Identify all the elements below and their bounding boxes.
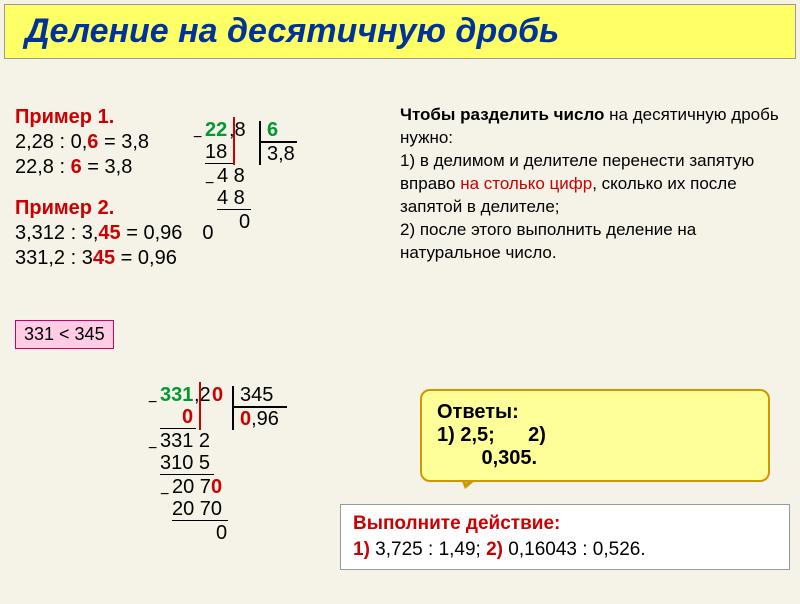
eq-red: 6 — [71, 156, 82, 178]
ans2-label: 2) — [528, 424, 546, 446]
l3x: 0 — [211, 476, 222, 498]
l3: 20 7 — [172, 476, 211, 498]
ld1-sub2: 4 8 — [217, 187, 245, 210]
ld1-vline — [259, 121, 261, 165]
task-title: Выполните действие: — [353, 513, 777, 535]
ld2-line3 — [172, 520, 228, 521]
ld1-line1 — [205, 163, 233, 164]
eq-text: = 0,96 — [121, 222, 183, 244]
ld2-l4: 20 70 — [172, 498, 222, 521]
eq-text: 331,2 : 3 — [15, 247, 93, 269]
rule-p1b: на столько цифр — [460, 174, 592, 193]
ld1-dividend-green: 22 — [205, 119, 227, 142]
minus-icon: − — [160, 486, 169, 504]
qr: ,96 — [251, 408, 279, 430]
answers-title: Ответы: — [437, 401, 753, 424]
answers-box: Ответы: 1) 2,5; 2) 0,305. — [420, 389, 770, 482]
task1: 3,725 : 1,49; — [370, 539, 486, 560]
example1-eq2: 22,8 : 6 = 3,8 — [15, 156, 385, 179]
ld2-l0: 0 — [182, 406, 193, 429]
eq-text: 3,312 : 3, — [15, 222, 98, 244]
ld2-l3: 20 70 — [172, 476, 222, 499]
ld1-dividend-rest: ,8 — [229, 119, 246, 142]
ld2-divisor: 345 — [240, 384, 273, 407]
q-a: 3 — [267, 143, 278, 165]
task1-label: 1) — [353, 539, 370, 560]
task2-label: 2) — [486, 539, 503, 560]
ld2-l1: 331 2 — [160, 430, 210, 453]
q0: 0 — [240, 408, 251, 430]
ld2-dividend-rest: ,2 — [194, 384, 211, 407]
ld1-line2 — [217, 209, 251, 210]
eq-red: 45 — [98, 222, 120, 244]
ans2: 0,305. — [481, 447, 537, 469]
ld2-dividend-green: 331 — [160, 384, 193, 407]
ld2-l2: 310 5 — [160, 452, 210, 475]
ld2-line2 — [160, 474, 214, 475]
minus-icon: − — [205, 175, 214, 193]
ld2-quotient: 0,96 — [240, 408, 279, 431]
ld2-dividend-extra: 0 — [212, 384, 223, 407]
task2: 0,16043 : 0,526. — [503, 539, 646, 560]
l5a: 0 — [216, 522, 227, 544]
ld2-comma-line — [199, 382, 201, 430]
ld1-rem: 0 — [239, 211, 250, 234]
example1-label: Пример 1. — [15, 106, 385, 129]
rule-text: Чтобы разделить число на десятичную дроб… — [400, 104, 790, 265]
ld1-divisor: 6 — [267, 119, 278, 142]
eq-text: = 3,8 — [82, 156, 133, 178]
ld2-vline — [232, 386, 234, 430]
minus-icon: − — [193, 129, 202, 147]
slide: Деление на десятичную дробь Пример 1. 2,… — [0, 4, 800, 604]
example2-eq2: 331,2 : 345 = 0,96 — [15, 247, 385, 270]
minus-icon: − — [148, 440, 157, 458]
comparison-row: 331 < 345 — [15, 310, 385, 349]
example2-eq1: 3,312 : 3,45 = 0,96 0 — [15, 222, 385, 245]
answers-row: 1) 2,5; 2) 0,305. — [437, 424, 753, 470]
title-box: Деление на десятичную дробь — [4, 4, 796, 59]
q-b: ,8 — [278, 143, 295, 165]
example2-label: Пример 2. — [15, 197, 385, 220]
ld2-line1 — [160, 428, 196, 429]
slide-title: Деление на десятичную дробь — [25, 13, 775, 50]
ld1-comma-line — [233, 117, 235, 165]
ld1-quotient: 3,8 — [267, 143, 295, 166]
eq-rem: 0 — [202, 222, 213, 244]
rule-p2: 2) после этого выполнить деление на нату… — [400, 220, 696, 262]
task-row: 1) 3,725 : 1,49; 2) 0,16043 : 0,526. — [353, 539, 777, 561]
ld1-diff1: 4 8 — [217, 165, 245, 188]
ans1-label: 1) — [437, 424, 460, 446]
ans1: 2,5; — [460, 424, 494, 446]
eq-text: 2,28 : 0, — [15, 131, 87, 153]
eq-text: = 0,96 — [115, 247, 177, 269]
eq-text: = 3,8 — [98, 131, 149, 153]
task-box: Выполните действие: 1) 3,725 : 1,49; 2) … — [340, 504, 790, 570]
comparison-box: 331 < 345 — [15, 320, 114, 349]
rule-intro: Чтобы разделить число на десятичную дроб… — [400, 105, 779, 147]
right-column: Чтобы разделить число на десятичную дроб… — [400, 104, 790, 265]
eq-text: 22,8 : — [15, 156, 71, 178]
minus-icon: − — [148, 394, 157, 412]
ld2-l5: 0 — [216, 522, 227, 545]
eq-red: 45 — [93, 247, 115, 269]
eq-red: 6 — [87, 131, 98, 153]
ld1-sub1: 18 — [205, 141, 227, 164]
